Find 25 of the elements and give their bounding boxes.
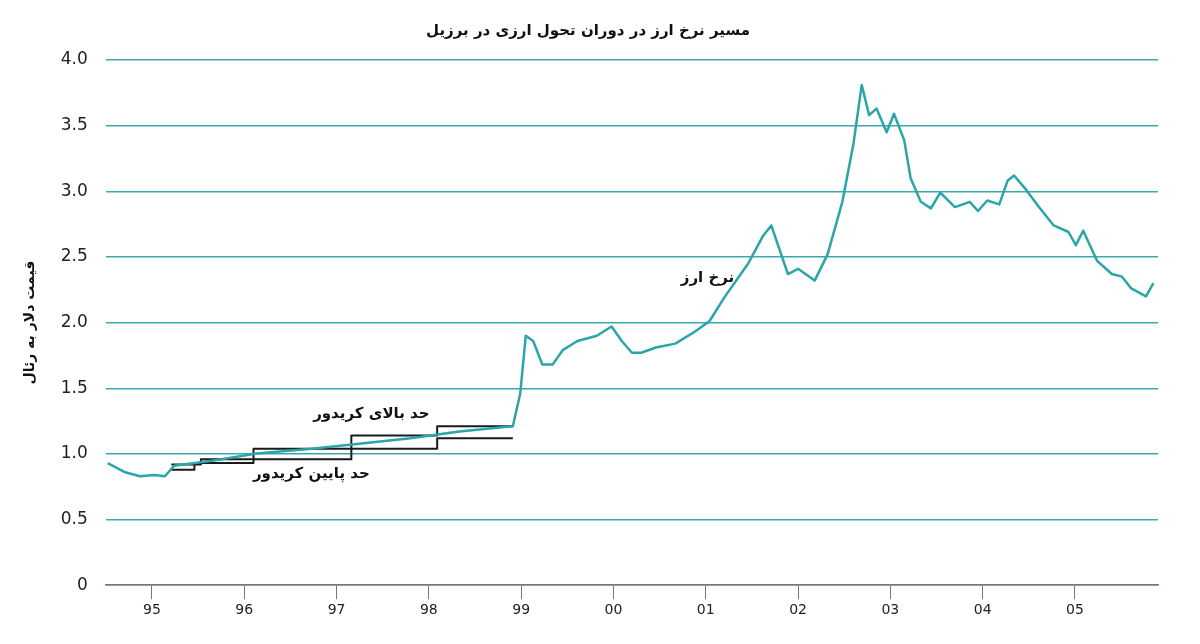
x-tick-label: 03: [881, 601, 900, 618]
y-tick-label: 0: [77, 573, 88, 594]
x-tick-label: 97: [327, 601, 346, 618]
x-tick-label: 95: [143, 601, 161, 618]
y-tick-label: 3.0: [60, 179, 88, 200]
x-tick-label: 01: [696, 601, 715, 618]
x-tick-label: 04: [973, 601, 992, 618]
y-tick-label: 2.0: [60, 311, 88, 332]
y-tick-label: 2.5: [60, 245, 88, 266]
x-tick-label: 96: [235, 601, 254, 618]
x-tick-label: 05: [1066, 601, 1084, 618]
x-tick-label: 00: [604, 601, 623, 618]
y-axis-title: قیمت دلار به رئال: [21, 260, 38, 385]
x-tick-label: 99: [512, 601, 531, 618]
y-tick-label: 0.5: [60, 507, 88, 528]
series-label: نرخ ارز: [679, 268, 735, 287]
series-label: حد پایین کریدور: [251, 464, 370, 484]
y-tick-label: 4.0: [60, 48, 88, 69]
y-tick-label: 1.5: [60, 376, 88, 397]
chart-title: مسیر نرخ ارز در دوران تحول ارزی در برزیل: [426, 20, 750, 39]
x-tick-label: 98: [419, 601, 438, 618]
y-tick-label: 3.5: [60, 114, 88, 135]
x-tick-label: 02: [789, 601, 807, 618]
y-tick-label: 1.0: [60, 442, 88, 463]
series-label: حد بالای کریدور: [312, 403, 430, 422]
